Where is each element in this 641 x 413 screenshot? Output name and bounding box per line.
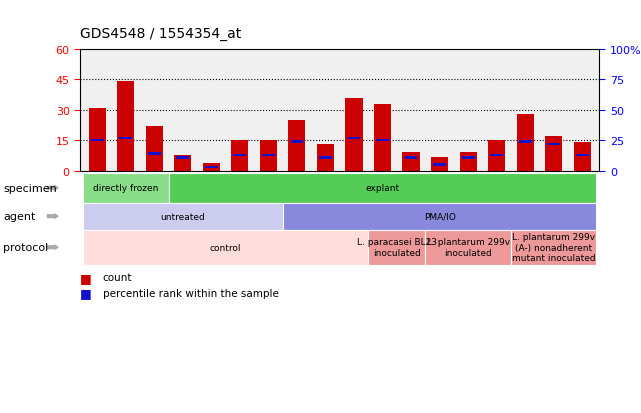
Bar	[288, 121, 306, 171]
Bar	[374, 104, 391, 171]
Bar	[519, 141, 531, 143]
Bar	[576, 154, 588, 157]
Bar	[376, 140, 389, 142]
Bar	[488, 141, 505, 171]
Text: count: count	[103, 273, 132, 282]
Bar	[231, 141, 249, 171]
Bar	[260, 141, 277, 171]
Bar	[319, 157, 332, 159]
Text: percentile rank within the sample: percentile rank within the sample	[103, 288, 278, 298]
Text: PMA/IO: PMA/IO	[424, 212, 456, 221]
Text: agent: agent	[3, 211, 36, 222]
Bar	[203, 163, 220, 171]
Text: L. plantarum 299v
inoculated: L. plantarum 299v inoculated	[426, 238, 510, 257]
Bar	[574, 143, 591, 171]
Bar	[462, 157, 474, 159]
Bar	[431, 157, 448, 171]
Bar	[148, 153, 161, 156]
Bar	[403, 153, 420, 171]
Text: explant: explant	[365, 184, 399, 193]
Bar	[262, 154, 275, 157]
Bar	[433, 164, 446, 166]
Bar	[547, 143, 560, 146]
Bar	[345, 98, 363, 171]
Bar	[119, 137, 132, 140]
Bar	[545, 137, 562, 171]
Text: ■: ■	[80, 287, 92, 300]
Bar	[317, 145, 334, 171]
Bar	[146, 127, 163, 171]
Text: GDS4548 / 1554354_at: GDS4548 / 1554354_at	[80, 27, 242, 41]
Bar	[174, 155, 192, 171]
Bar	[290, 141, 303, 143]
Text: protocol: protocol	[3, 242, 49, 253]
Bar	[176, 157, 189, 159]
Bar	[517, 114, 534, 171]
Bar	[404, 157, 417, 159]
Text: untreated: untreated	[160, 212, 205, 221]
Bar	[205, 166, 218, 169]
Bar	[490, 154, 503, 157]
Bar	[347, 137, 360, 140]
Bar	[88, 109, 106, 171]
Bar	[233, 154, 246, 157]
Text: L. paracasei BL23
inoculated: L. paracasei BL23 inoculated	[357, 238, 437, 257]
Text: directly frozen: directly frozen	[93, 184, 158, 193]
Bar	[117, 82, 135, 171]
Bar	[460, 153, 477, 171]
Text: control: control	[210, 243, 242, 252]
Bar	[91, 140, 104, 142]
Text: L. plantarum 299v
(A-) nonadherent
mutant inoculated: L. plantarum 299v (A-) nonadherent mutan…	[512, 233, 595, 262]
Text: ■: ■	[80, 271, 92, 284]
Text: specimen: specimen	[3, 183, 57, 193]
